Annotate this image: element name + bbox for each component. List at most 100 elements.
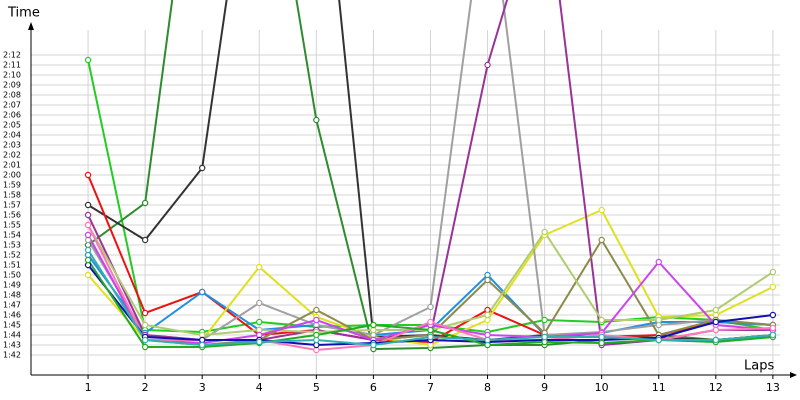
- y-tick-label: 2:00: [3, 171, 21, 180]
- data-point: [313, 316, 320, 324]
- data-point: [84, 271, 92, 279]
- data-point: [84, 201, 92, 209]
- data-point: [256, 338, 263, 346]
- data-point: [427, 318, 434, 326]
- data-point: [141, 343, 149, 351]
- y-tick-label: 1:57: [3, 201, 21, 210]
- y-tick-label: 2:07: [3, 101, 21, 110]
- y-tick-label: 2:11: [3, 61, 21, 70]
- data-point: [541, 316, 548, 324]
- x-tick-label: 5: [313, 381, 320, 394]
- data-point: [655, 316, 662, 324]
- y-tick-label: 2:03: [3, 141, 21, 150]
- data-point: [655, 258, 662, 266]
- x-tick-label: 11: [652, 381, 666, 394]
- data-point: [769, 331, 777, 339]
- y-tick-label: 2:09: [3, 81, 21, 90]
- y-tick-label: 1:50: [3, 271, 21, 280]
- x-tick-label: 9: [541, 381, 548, 394]
- y-tick-label: 2:05: [3, 121, 21, 130]
- x-tick-label: 13: [766, 381, 780, 394]
- data-point: [313, 116, 320, 124]
- data-point: [427, 326, 434, 334]
- data-point: [484, 311, 491, 319]
- data-point: [141, 309, 149, 317]
- y-tick-label: 2:06: [3, 111, 21, 120]
- data-point: [199, 164, 206, 172]
- data-point: [256, 263, 263, 271]
- y-tick-label: 1:58: [3, 191, 21, 200]
- y-tick-label: 2:02: [3, 151, 21, 160]
- x-tick-label: 1: [85, 381, 92, 394]
- data-point: [313, 306, 320, 314]
- data-point: [655, 336, 662, 344]
- data-point: [598, 206, 605, 214]
- y-axis-arrow: [28, 22, 34, 30]
- y-tick-label: 1:54: [3, 231, 21, 240]
- y-axis-label: Time: [7, 6, 40, 21]
- data-point: [370, 341, 377, 349]
- data-point: [141, 321, 149, 329]
- plot-area: [84, 0, 777, 354]
- y-tick-label: 1:59: [3, 181, 21, 190]
- y-tick-label: 1:51: [3, 261, 21, 270]
- data-point: [141, 199, 149, 207]
- data-point: [769, 324, 777, 332]
- data-point: [141, 236, 149, 244]
- y-tick-label: 1:44: [3, 331, 21, 340]
- data-point: [769, 268, 777, 276]
- y-tick-label: 1:49: [3, 281, 21, 290]
- x-axis-arrow: [790, 372, 797, 378]
- data-point: [712, 306, 720, 314]
- data-point: [427, 333, 434, 341]
- x-axis-label: Laps: [744, 359, 774, 374]
- y-tick-label: 2:04: [3, 131, 21, 140]
- data-point: [84, 256, 92, 264]
- data-point: [199, 288, 206, 296]
- x-tick-label: 6: [370, 381, 377, 394]
- data-point: [256, 299, 263, 307]
- y-tick-label: 1:46: [3, 311, 21, 320]
- x-tick-label: 3: [199, 381, 206, 394]
- y-tick-label: 1:48: [3, 291, 21, 300]
- data-point: [598, 333, 605, 341]
- data-point: [769, 283, 777, 291]
- data-point: [199, 341, 206, 349]
- y-tick-label: 1:56: [3, 211, 21, 220]
- y-tick-label: 1:45: [3, 321, 21, 330]
- data-point: [769, 311, 777, 319]
- y-tick-label: 1:42: [3, 351, 21, 360]
- data-point: [712, 326, 720, 334]
- data-point: [84, 211, 92, 219]
- x-tick-label: 4: [256, 381, 263, 394]
- y-tick-label: 1:43: [3, 341, 21, 350]
- data-point: [598, 236, 605, 244]
- y-tick-label: 1:53: [3, 241, 21, 250]
- x-tick-label: 2: [142, 381, 149, 394]
- y-tick-label: 1:52: [3, 251, 21, 260]
- x-tick-label: 12: [709, 381, 723, 394]
- y-tick-label: 2:08: [3, 91, 21, 100]
- y-tick-label: 2:12: [3, 51, 21, 60]
- data-point: [484, 276, 491, 284]
- data-point: [598, 339, 605, 347]
- x-tick-label: 8: [484, 381, 491, 394]
- data-point: [84, 231, 92, 239]
- x-tick-label: 10: [595, 381, 609, 394]
- data-point: [370, 321, 377, 329]
- y-tick-label: 1:47: [3, 301, 21, 310]
- data-point: [541, 228, 548, 236]
- data-point: [141, 336, 149, 344]
- data-point: [541, 333, 548, 341]
- data-point: [484, 336, 491, 344]
- data-point: [712, 318, 720, 326]
- y-tick-label: 1:55: [3, 221, 21, 230]
- y-tick-label: 2:10: [3, 71, 21, 80]
- data-point: [84, 171, 92, 179]
- x-tick-label: 7: [427, 381, 434, 394]
- data-point: [712, 336, 720, 344]
- data-point: [598, 316, 605, 324]
- data-point: [84, 56, 92, 64]
- data-point: [84, 246, 92, 254]
